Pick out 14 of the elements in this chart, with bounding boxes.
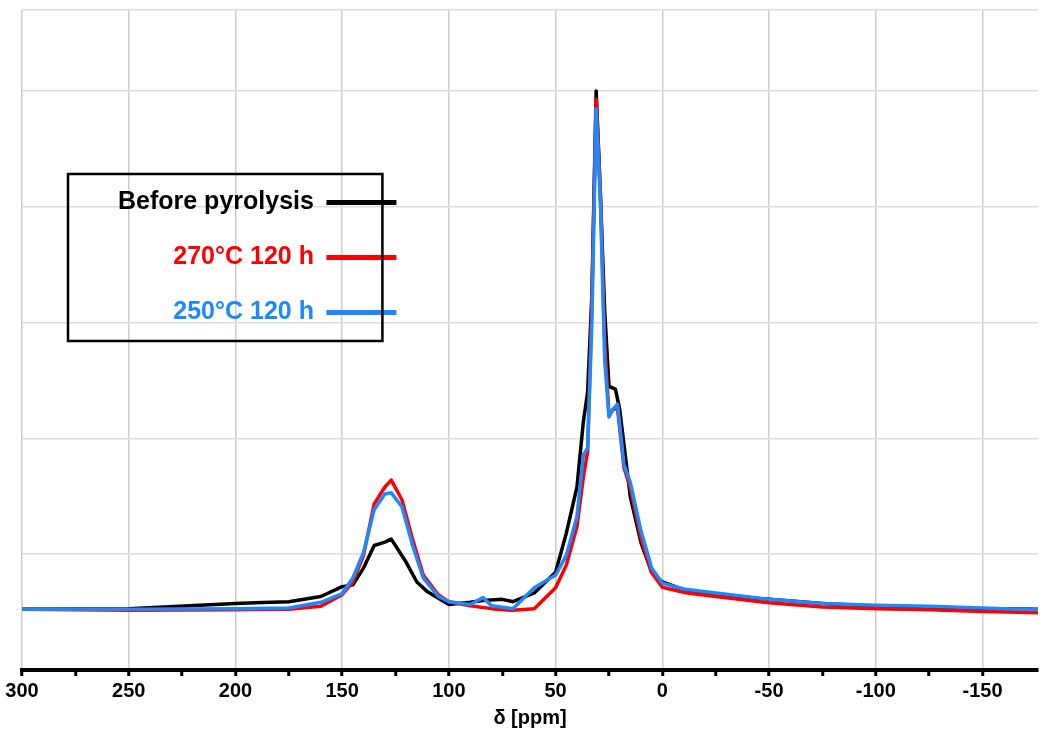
x-tick-label: 100 — [432, 678, 466, 701]
x-tick-label: 300 — [5, 678, 39, 701]
x-tick-label: -50 — [754, 678, 784, 701]
x-axis-title: δ [ppm] — [493, 705, 567, 728]
x-tick-label: 50 — [544, 678, 567, 701]
x-tick-label: 0 — [656, 678, 668, 701]
x-tick-label: 200 — [218, 678, 253, 701]
x-tick-label: -150 — [962, 678, 1003, 701]
legend-label: Before pyrolysis — [117, 186, 314, 215]
x-tick-label: 250 — [112, 678, 146, 701]
x-tick-label: -100 — [855, 678, 896, 701]
x-tick-label: 150 — [325, 678, 359, 701]
legend-label: 250°C 120 h — [173, 296, 314, 325]
legend-label: 270°C 120 h — [173, 241, 314, 270]
